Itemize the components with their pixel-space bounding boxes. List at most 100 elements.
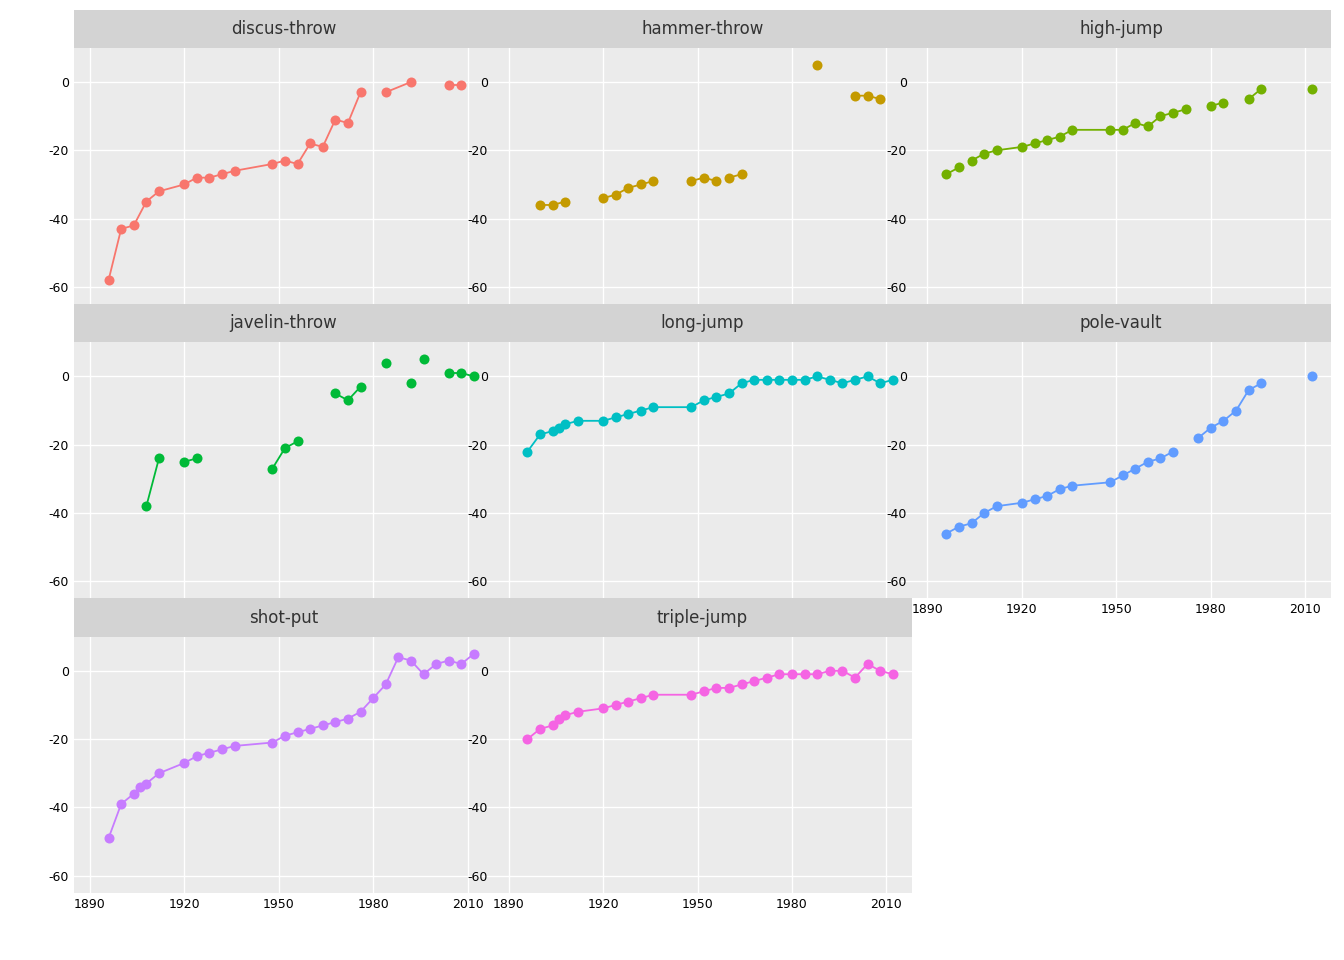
Point xyxy=(706,389,727,404)
Point xyxy=(1111,122,1133,137)
Point xyxy=(757,670,778,685)
Point xyxy=(694,393,715,408)
Point xyxy=(731,677,753,692)
Point xyxy=(286,434,308,449)
Point xyxy=(1175,102,1196,117)
Point xyxy=(1188,430,1210,445)
Point xyxy=(464,646,485,661)
Point xyxy=(1062,122,1083,137)
Point xyxy=(312,718,333,733)
Point xyxy=(781,372,802,388)
Point xyxy=(743,673,765,688)
Point xyxy=(769,666,790,682)
Point xyxy=(882,372,903,388)
Point xyxy=(555,417,577,432)
Point xyxy=(973,505,995,520)
Point xyxy=(110,797,132,812)
Point xyxy=(1238,91,1259,107)
Point xyxy=(706,681,727,696)
Point xyxy=(324,112,345,128)
Point xyxy=(870,91,891,107)
Point xyxy=(961,516,982,531)
Point xyxy=(870,663,891,679)
Point xyxy=(1137,454,1159,469)
Point xyxy=(642,174,664,189)
Point xyxy=(548,711,570,727)
Point xyxy=(148,450,169,466)
Point xyxy=(1011,139,1032,155)
Point xyxy=(387,650,409,665)
Point xyxy=(450,657,472,672)
Point xyxy=(593,190,614,205)
Point xyxy=(516,444,538,459)
Point xyxy=(401,375,422,391)
Point xyxy=(464,369,485,384)
Point xyxy=(148,183,169,199)
Point xyxy=(286,156,308,172)
Point xyxy=(1301,82,1322,97)
Point xyxy=(1226,403,1247,419)
Point xyxy=(617,406,638,421)
Point xyxy=(300,721,321,736)
Point xyxy=(818,663,840,679)
Point xyxy=(1149,450,1171,466)
Point xyxy=(680,687,702,703)
Text: long-jump: long-jump xyxy=(660,314,745,332)
Point xyxy=(337,393,359,408)
Point xyxy=(806,369,828,384)
Point xyxy=(1036,489,1058,504)
Point xyxy=(1062,478,1083,493)
Point xyxy=(199,745,220,760)
Point xyxy=(530,721,551,736)
Point xyxy=(1238,382,1259,397)
Text: high-jump: high-jump xyxy=(1079,20,1163,37)
Point xyxy=(844,372,866,388)
Point xyxy=(731,375,753,391)
Point xyxy=(375,677,396,692)
Point xyxy=(1163,444,1184,459)
Point xyxy=(274,728,296,743)
Point xyxy=(98,830,120,846)
Point xyxy=(98,273,120,288)
Point xyxy=(173,177,195,192)
Point xyxy=(530,198,551,213)
Point xyxy=(129,780,151,795)
Point xyxy=(262,461,284,476)
Point xyxy=(555,708,577,723)
Point xyxy=(857,657,879,672)
Point xyxy=(110,221,132,236)
Point xyxy=(438,78,460,93)
Point xyxy=(630,403,652,419)
Point xyxy=(136,776,157,791)
Point xyxy=(224,738,246,754)
Point xyxy=(274,153,296,168)
Point xyxy=(630,177,652,192)
Point xyxy=(1111,468,1133,483)
Point xyxy=(542,198,563,213)
Point xyxy=(337,115,359,131)
Point xyxy=(185,170,207,185)
Point xyxy=(148,765,169,780)
Point xyxy=(286,725,308,740)
Point xyxy=(832,663,853,679)
Point xyxy=(1099,122,1121,137)
Point xyxy=(438,366,460,381)
Point xyxy=(706,174,727,189)
Point xyxy=(1137,119,1159,134)
Point xyxy=(349,704,371,719)
Point xyxy=(605,410,626,425)
Point xyxy=(1149,108,1171,124)
Point xyxy=(375,355,396,371)
Point xyxy=(124,218,145,233)
Point xyxy=(794,666,816,682)
Point xyxy=(605,697,626,712)
Point xyxy=(1125,461,1146,476)
Point xyxy=(185,749,207,764)
Point xyxy=(211,166,233,181)
Point xyxy=(986,498,1008,514)
Point xyxy=(769,372,790,388)
Point xyxy=(882,666,903,682)
Point xyxy=(438,653,460,668)
Point xyxy=(630,690,652,706)
Point xyxy=(844,670,866,685)
